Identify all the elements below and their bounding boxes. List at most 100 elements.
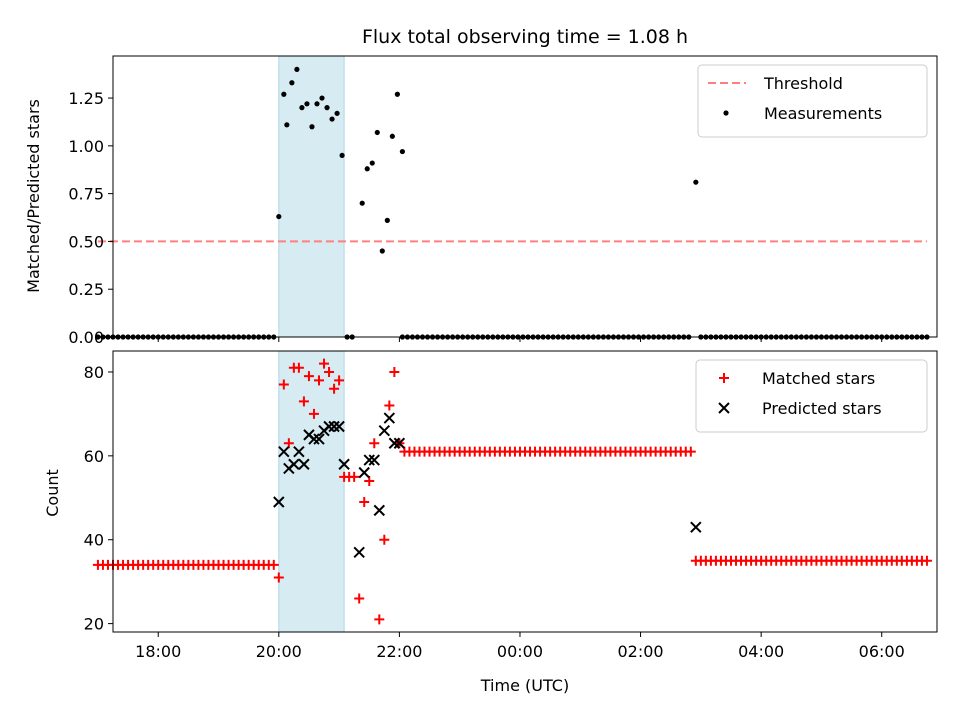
- matched-star-point: [369, 438, 380, 449]
- matched-star-point: [384, 400, 395, 411]
- predicted-star-point: [313, 433, 325, 445]
- y-tick-label: 40: [84, 531, 104, 550]
- measurement-point: [334, 110, 340, 116]
- measurement-point: [304, 101, 310, 107]
- axes-frame: [112, 350, 938, 633]
- legend-box: [695, 359, 928, 433]
- matched-star-point: [308, 408, 319, 419]
- predicted-star-point: [358, 466, 370, 479]
- measurement-point: [389, 133, 395, 139]
- measurement-point: [369, 160, 375, 166]
- measurement-point: [276, 213, 282, 220]
- predicted-star-point: [298, 458, 310, 470]
- measurement-point: [693, 179, 699, 185]
- predicted-star-point: [373, 504, 386, 517]
- legend-label: Matched stars: [762, 369, 875, 388]
- predicted-star-point: [278, 445, 290, 458]
- matched-star-point: [298, 396, 309, 407]
- matched-star-point: [334, 375, 345, 386]
- measurement-point: [95, 334, 101, 340]
- measurement-point: [100, 334, 106, 340]
- matched-star-point: [359, 496, 370, 507]
- x-tick-label: 00:00: [497, 642, 543, 661]
- matched-star-point: [273, 572, 284, 583]
- bottom-x-axis-label: Time (UTC): [480, 676, 569, 695]
- shaded-observing-interval: [278, 350, 345, 633]
- shaded-observing-interval: [278, 55, 345, 338]
- measurement-point: [294, 66, 300, 72]
- y-tick-label: 0.50: [68, 232, 104, 251]
- predicted-star-point: [308, 433, 320, 445]
- figure-title: Flux total observing time = 1.08 h: [362, 26, 688, 48]
- predicted-star-point: [690, 521, 702, 533]
- matched-star-point: [293, 362, 304, 373]
- y-tick-label: 0.25: [68, 280, 104, 299]
- matched-star-point: [389, 366, 400, 377]
- matched-star-point: [379, 534, 390, 545]
- legend-label: Threshold: [763, 74, 843, 93]
- matched-star-point: [329, 383, 340, 394]
- measurement-point: [384, 217, 390, 223]
- measurement-point: [324, 105, 330, 111]
- matched-star-point: [314, 375, 324, 386]
- predicted-star-point: [328, 420, 340, 433]
- measurement-point: [289, 80, 295, 86]
- matched-star-point: [374, 614, 385, 625]
- matched-star-point: [268, 559, 279, 570]
- matched-star-point: [349, 471, 360, 482]
- predicted-star-point: [333, 420, 345, 433]
- x-tick-label: 02:00: [618, 642, 664, 661]
- measurement-point: [319, 95, 325, 101]
- measurement-point: [329, 116, 335, 122]
- measurement-point: [379, 248, 385, 254]
- legend: Matched stars Predicted stars: [695, 359, 928, 433]
- predicted-star-point: [388, 437, 401, 449]
- axes-frame: [112, 55, 938, 338]
- y-tick-label: 0.75: [68, 185, 104, 204]
- legend-label: Predicted stars: [762, 399, 882, 418]
- measurement-point: [339, 152, 345, 159]
- x-tick-label: 20:00: [256, 642, 302, 661]
- bottom-panel: 20 40 60 80 18:00 20:00 22:00 00:00 02:00 04:00 06…: [84, 350, 938, 661]
- y-tick-label: 1.00: [68, 137, 104, 156]
- measurement-point: [281, 91, 287, 97]
- legend: Threshold Measurements: [697, 64, 928, 138]
- predicted-star-point: [273, 496, 285, 508]
- top-y-axis-label: Matched/Predicted stars: [24, 99, 43, 293]
- predicted-star-point: [353, 546, 365, 559]
- predicted-star-point: [368, 454, 380, 466]
- y-tick-label: 20: [84, 615, 104, 634]
- matched-star-point: [354, 593, 365, 604]
- predicted-star-point: [323, 420, 335, 433]
- legend-predicted-swatch: [718, 402, 730, 414]
- matched-star-point: [364, 476, 375, 487]
- matched-star-point: [283, 438, 294, 449]
- matched-star-point: [685, 446, 696, 457]
- x-tick-label: 06:00: [859, 642, 905, 661]
- x-tick-label: 04:00: [738, 642, 784, 661]
- series-plus-0: [92, 358, 932, 625]
- bottom-y-axis-label: Count: [43, 469, 62, 517]
- predicted-star-point: [293, 445, 305, 458]
- legend-box: [697, 64, 928, 138]
- measurement-point: [374, 129, 380, 136]
- y-tick-label: 0.00: [68, 328, 104, 347]
- legend-label: Measurements: [764, 104, 882, 123]
- matched-star-point: [303, 371, 314, 382]
- matched-star-point: [319, 358, 330, 369]
- y-tick-label: 1.25: [68, 89, 104, 108]
- measurement-point: [359, 200, 365, 206]
- x-tick-label: 18:00: [135, 642, 181, 661]
- predicted-star-point: [288, 458, 300, 470]
- predicted-star-point: [393, 437, 406, 449]
- y-tick-label: 60: [84, 447, 104, 466]
- x-tick-label: 22:00: [376, 642, 422, 661]
- legend-matched-swatch: [719, 373, 729, 383]
- measurement-point: [314, 101, 320, 107]
- measurement-point: [284, 122, 290, 128]
- series-cross-1: [273, 412, 702, 559]
- measurement-point: [394, 91, 400, 97]
- matched-star-point: [921, 555, 932, 566]
- measurement-point: [364, 166, 370, 172]
